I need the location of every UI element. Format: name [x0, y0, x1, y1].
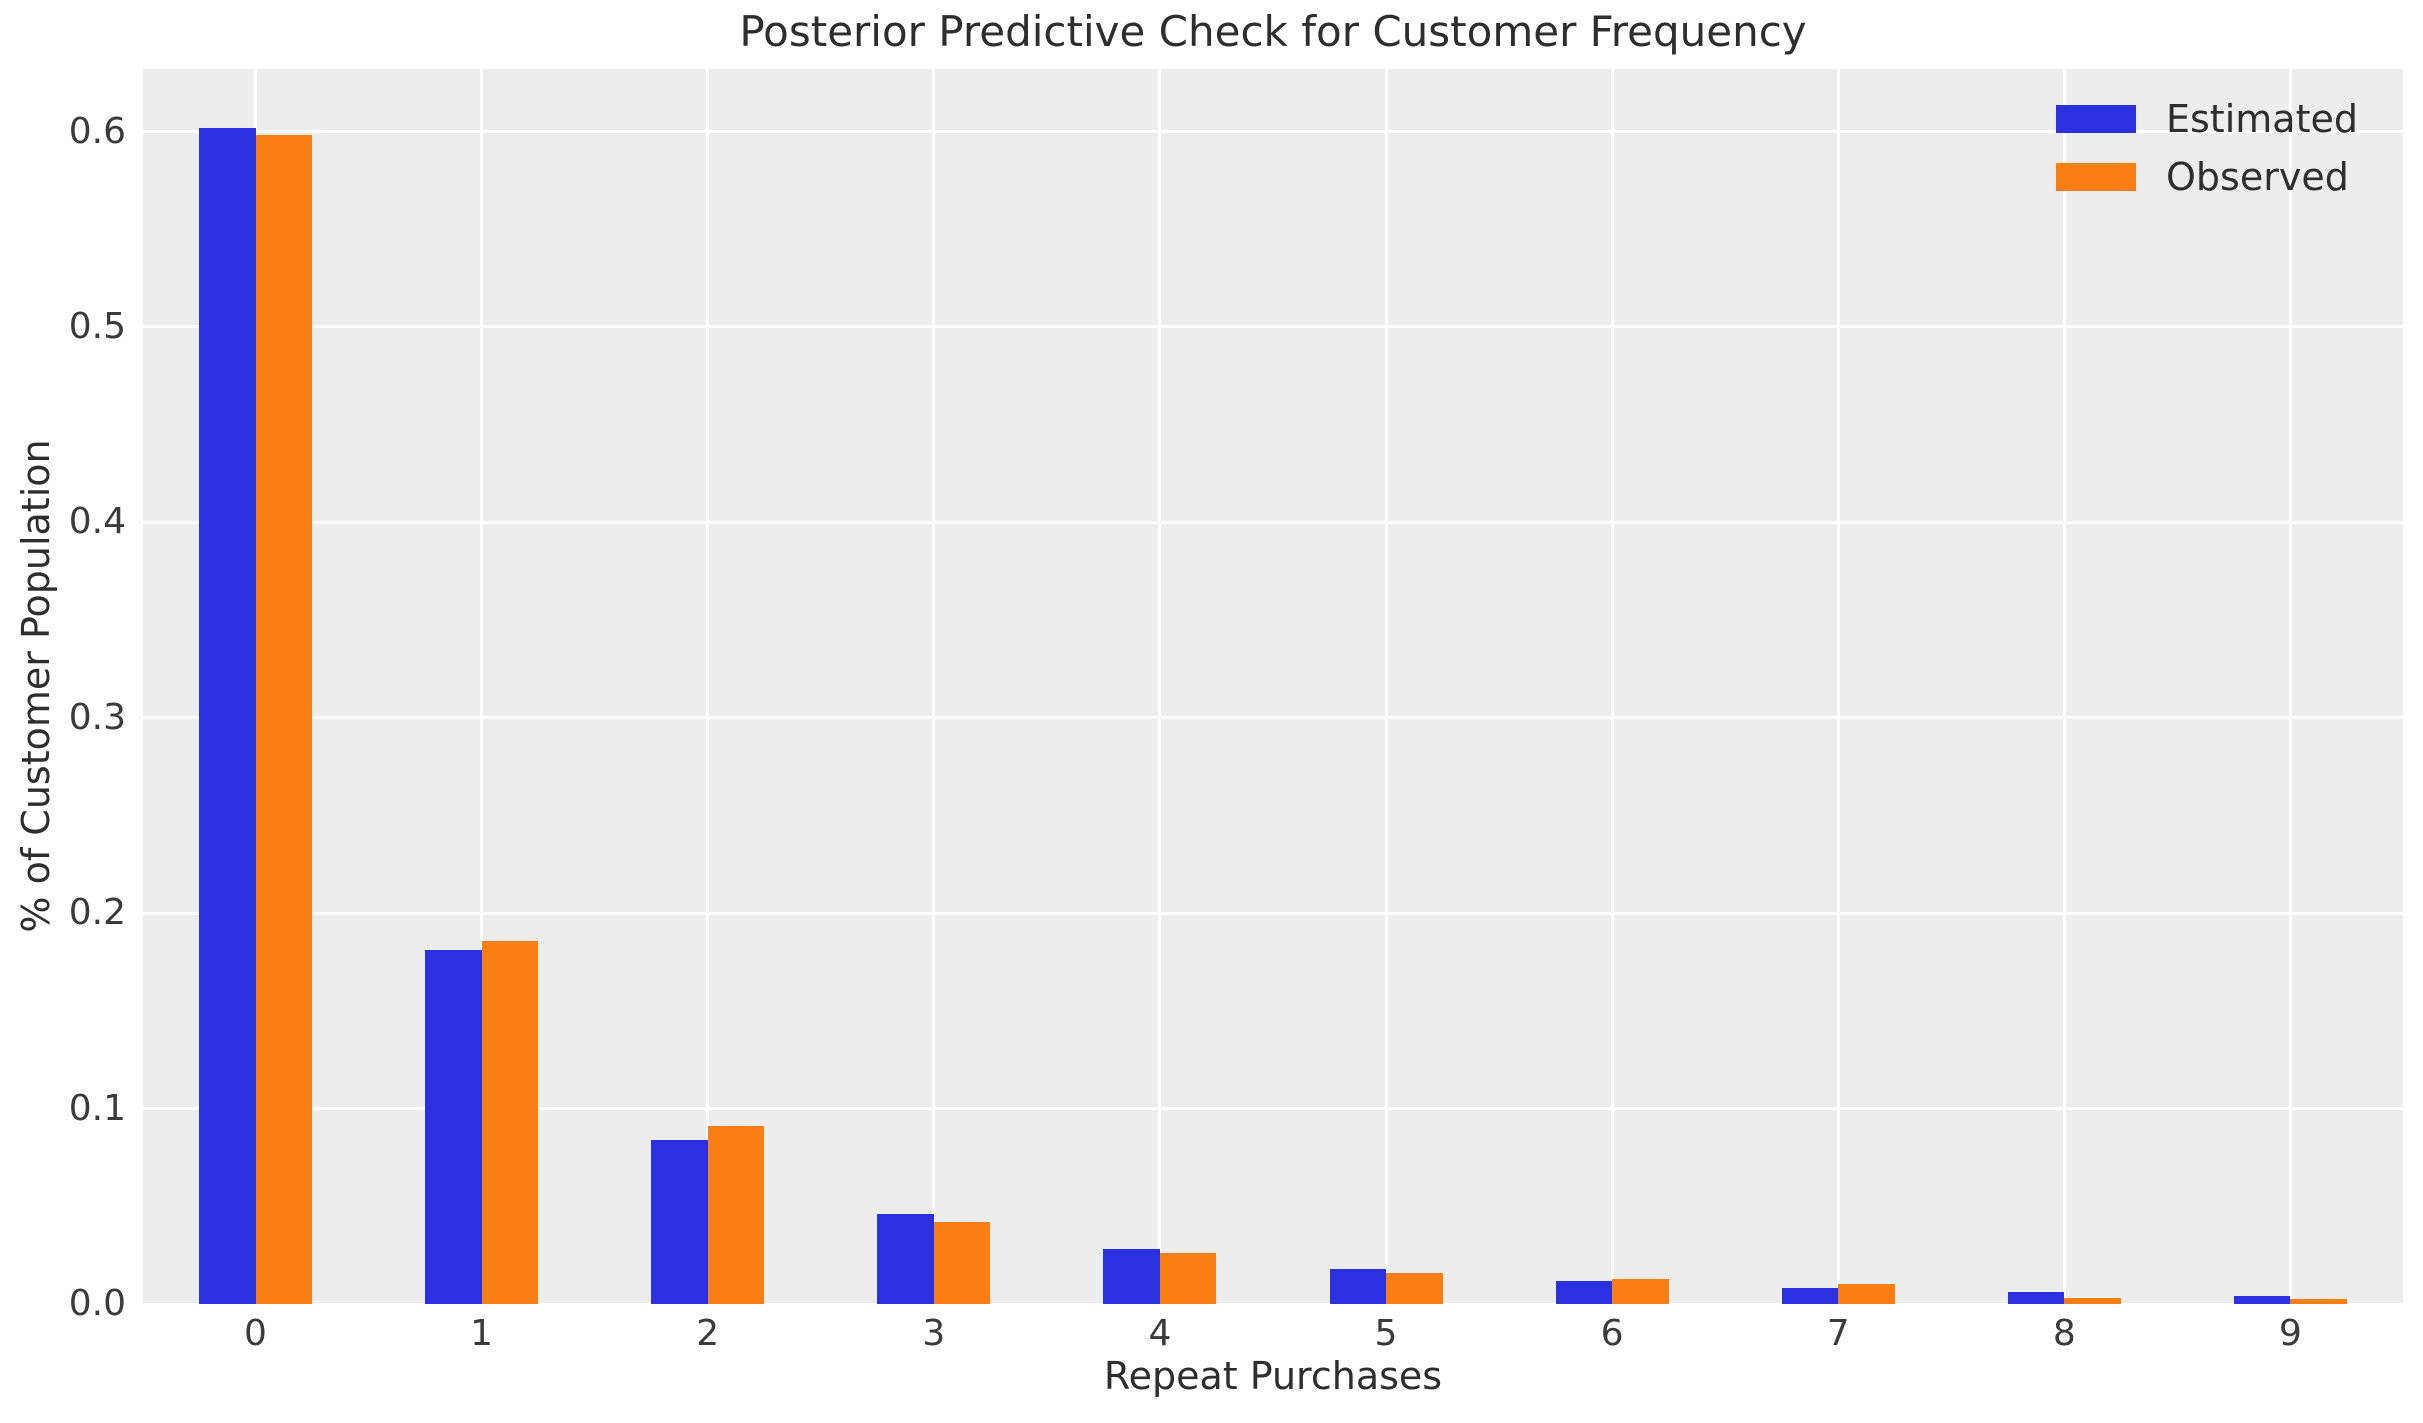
bar-observed-1: [481, 940, 539, 1304]
bar-observed-0: [255, 135, 312, 1304]
gridline-horizontal: [143, 130, 2403, 134]
y-tick-label: 0.1: [68, 1087, 126, 1129]
bar-estimated-4: [1103, 1249, 1160, 1304]
legend-item-observed: Observed: [2056, 148, 2358, 206]
gridline-horizontal: [143, 1302, 2403, 1304]
gridline-horizontal: [143, 911, 2403, 915]
gridline-horizontal: [143, 716, 2403, 720]
legend-item-estimated: Estimated: [2056, 90, 2358, 148]
x-tick-label: 9: [2278, 1313, 2302, 1354]
bar-estimated-9: [2233, 1296, 2291, 1304]
chart-title: Posterior Predictive Check for Customer …: [739, 7, 1807, 56]
y-tick-label: 0.4: [68, 501, 126, 543]
bar-observed-9: [2290, 1299, 2347, 1304]
gridline-vertical: [1158, 69, 1162, 1304]
y-tick-label: 0.5: [68, 305, 126, 347]
bar-estimated-7: [1781, 1288, 1839, 1304]
bar-observed-7: [1838, 1284, 1895, 1304]
x-tick-label: 5: [1374, 1313, 1398, 1354]
bar-estimated-5: [1329, 1268, 1386, 1304]
bar-estimated-2: [651, 1139, 708, 1304]
gridline-vertical: [1610, 69, 1614, 1304]
bar-estimated-0: [199, 127, 256, 1304]
gridline-horizontal: [143, 520, 2403, 524]
y-tick-label: 0.0: [68, 1283, 126, 1324]
plot-area: [143, 69, 2403, 1304]
gridline-horizontal: [143, 1107, 2403, 1111]
legend-swatch-estimated: [2056, 105, 2136, 133]
bar-observed-3: [933, 1221, 991, 1304]
gridline-horizontal: [143, 325, 2403, 329]
x-axis-label: Repeat Purchases: [1103, 1354, 1443, 1398]
bar-estimated-8: [2007, 1292, 2065, 1304]
bar-observed-6: [1612, 1278, 1669, 1304]
bar-estimated-3: [877, 1214, 934, 1304]
gridline-vertical: [1384, 69, 1388, 1304]
bar-estimated-6: [1555, 1280, 1613, 1304]
gridline-vertical: [2288, 69, 2292, 1304]
bar-observed-4: [1159, 1253, 1217, 1304]
x-tick-label: 0: [244, 1313, 267, 1354]
x-tick-label: 7: [1826, 1313, 1850, 1354]
y-tick-label: 0.3: [68, 696, 126, 738]
bar-estimated-1: [425, 950, 482, 1304]
gridline-vertical: [480, 69, 484, 1304]
y-tick-label: 0.6: [68, 110, 126, 152]
y-tick-label: 0.2: [68, 892, 126, 934]
x-tick-label: 8: [2052, 1313, 2076, 1354]
bar-observed-2: [707, 1126, 765, 1304]
x-tick-label: 2: [696, 1313, 720, 1354]
legend-label-estimated: Estimated: [2166, 97, 2358, 141]
x-tick-label: 6: [1600, 1313, 1624, 1354]
gridline-vertical: [2062, 69, 2066, 1304]
legend: Estimated Observed: [2056, 90, 2358, 206]
x-tick-label: 4: [1148, 1313, 1172, 1354]
gridline-vertical: [932, 69, 936, 1304]
x-tick-label: 1: [470, 1313, 494, 1354]
gridline-vertical: [1836, 69, 1840, 1304]
x-tick-label: 3: [922, 1313, 946, 1354]
gridline-vertical: [706, 69, 710, 1304]
bar-observed-8: [2064, 1298, 2121, 1304]
bar-observed-5: [1386, 1272, 1443, 1304]
legend-label-observed: Observed: [2166, 155, 2349, 199]
legend-swatch-observed: [2056, 163, 2136, 191]
